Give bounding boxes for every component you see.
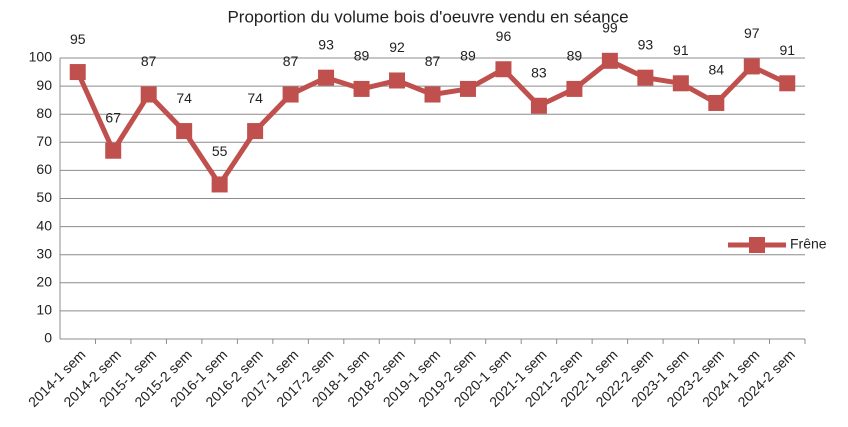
y-tick-label: 40 <box>36 217 52 233</box>
point-marker <box>318 69 335 86</box>
data-label: 91 <box>673 42 689 58</box>
data-label: 87 <box>283 53 299 69</box>
point-marker <box>530 97 547 114</box>
point-marker <box>672 75 689 92</box>
y-tick-label: 0 <box>44 330 52 346</box>
chart-title: Proportion du volume bois d'oeuvre vendu… <box>227 7 628 26</box>
point-marker <box>459 80 476 97</box>
data-label: 83 <box>531 64 547 80</box>
point-marker <box>389 72 406 89</box>
legend-marker <box>749 237 765 253</box>
point-marker <box>708 94 725 111</box>
data-label: 87 <box>425 53 441 69</box>
point-marker <box>495 61 512 78</box>
data-label: 74 <box>247 90 263 106</box>
y-tick-label: 70 <box>36 133 52 149</box>
y-tick-label: 90 <box>36 77 52 93</box>
point-marker <box>424 86 441 103</box>
data-label: 55 <box>212 143 228 159</box>
y-tick-label: 80 <box>36 105 52 121</box>
data-label: 87 <box>141 53 157 69</box>
point-marker <box>282 86 299 103</box>
data-label: 95 <box>70 31 86 47</box>
point-marker <box>779 75 796 92</box>
data-label: 89 <box>460 48 476 64</box>
data-label: 97 <box>744 25 760 41</box>
data-label: 67 <box>105 109 121 125</box>
point-marker <box>566 80 583 97</box>
point-marker <box>176 123 193 140</box>
data-label: 99 <box>602 20 618 36</box>
point-marker <box>211 176 228 193</box>
point-marker <box>105 142 122 159</box>
point-marker <box>69 64 86 81</box>
legend-label: Frêne <box>790 236 827 252</box>
data-label: 92 <box>389 39 405 55</box>
data-label: 91 <box>779 42 795 58</box>
data-label: 89 <box>354 48 370 64</box>
y-tick-label: 10 <box>36 302 52 318</box>
y-tick-label: 100 <box>29 49 53 65</box>
point-marker <box>743 58 760 75</box>
point-marker <box>637 69 654 86</box>
data-label: 89 <box>567 48 583 64</box>
data-label: 74 <box>176 90 192 106</box>
y-tick-label: 20 <box>36 274 52 290</box>
data-label: 93 <box>638 36 654 52</box>
y-tick-label: 60 <box>36 161 52 177</box>
data-label: 96 <box>496 28 512 44</box>
point-marker <box>140 86 157 103</box>
y-tick-label: 50 <box>36 189 52 205</box>
point-marker <box>247 123 264 140</box>
data-label: 84 <box>709 62 725 78</box>
y-tick-label: 30 <box>36 245 52 261</box>
data-label: 93 <box>318 36 334 52</box>
point-marker <box>353 80 370 97</box>
point-marker <box>601 52 618 69</box>
